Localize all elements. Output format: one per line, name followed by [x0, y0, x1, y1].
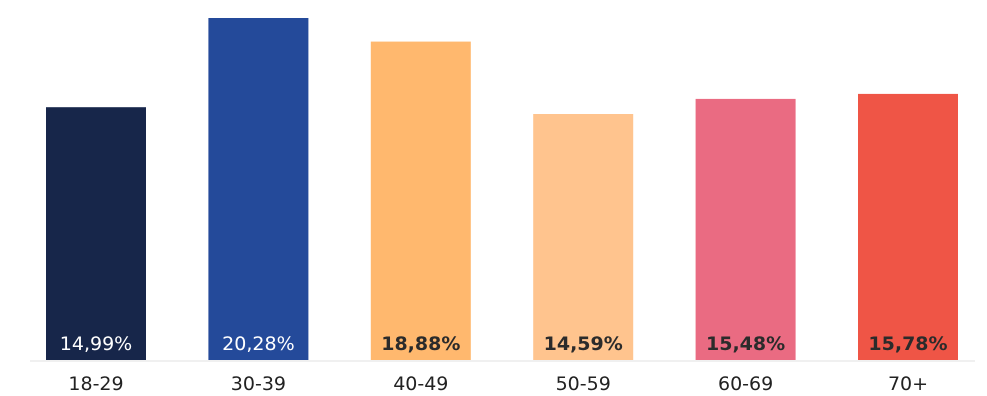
x-tick-label-70+: 70+ — [888, 373, 928, 395]
data-label-40-49: 18,88% — [381, 333, 460, 355]
x-tick-label-18-29: 18-29 — [68, 373, 123, 395]
data-label-70+: 15,78% — [868, 333, 947, 355]
bar-18-29 — [46, 107, 146, 360]
x-tick-label-30-39: 30-39 — [231, 373, 286, 395]
bar-50-59 — [533, 114, 634, 360]
bars-group — [46, 18, 958, 361]
bar-60-69 — [695, 98, 796, 361]
data-label-30-39: 20,28% — [222, 333, 294, 355]
data-label-18-29: 14,99% — [60, 333, 132, 355]
x-tick-label-50-59: 50-59 — [556, 373, 611, 395]
data-labels-group: 14,99% 20,28% 18,88% 14,59% 15,48% 15,78% — [60, 333, 948, 355]
x-tick-label-40-49: 40-49 — [393, 373, 448, 395]
x-tick-label-60-69: 60-69 — [718, 373, 773, 395]
bar-70+ — [858, 93, 958, 361]
data-label-60-69: 15,48% — [706, 333, 785, 355]
x-tick-labels-group: 18-29 30-39 40-49 50-59 60-69 70+ — [68, 373, 928, 395]
bar-30-39 — [208, 18, 309, 360]
data-label-50-59: 14,59% — [544, 333, 623, 355]
bar-40-49 — [370, 41, 471, 360]
